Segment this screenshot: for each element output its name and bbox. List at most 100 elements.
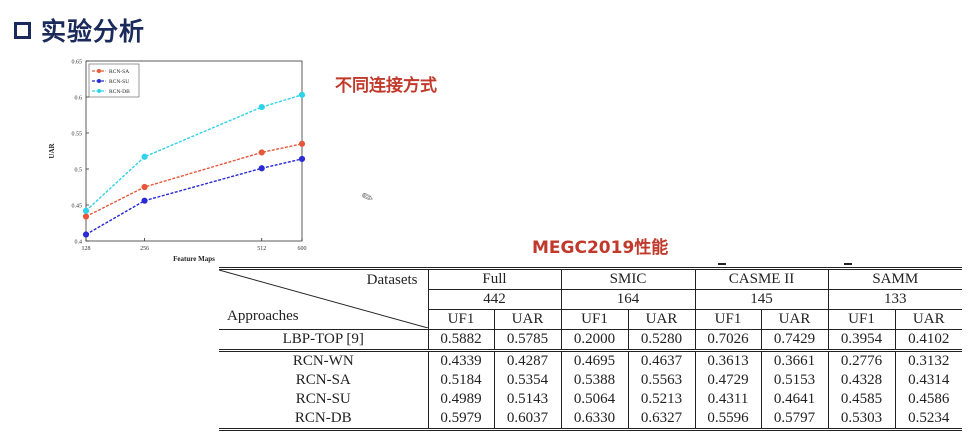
data-point-rcn-su	[82, 231, 90, 238]
metric-value: 0.5064	[560, 390, 628, 409]
data-point-rcn-db	[82, 207, 90, 214]
series-line-rcn-su	[85, 158, 303, 236]
group-count: 145	[694, 289, 828, 310]
metric-value: 0.5213	[627, 390, 695, 409]
metric-value: 0.2000	[560, 329, 628, 351]
metric-value: 0.5979	[427, 409, 494, 430]
y-tick-label: 0.5	[75, 168, 83, 174]
metric-value: 0.5234	[894, 409, 962, 430]
x-axis-label: Feature Maps	[173, 255, 215, 263]
metric-value: 0.4314	[894, 371, 962, 390]
metric-value: 0.5596	[694, 409, 761, 430]
data-point-rcn-su	[258, 165, 265, 172]
metric-value: 0.5153	[760, 371, 828, 390]
group-count: 133	[827, 289, 962, 310]
metric-value: 0.5354	[493, 371, 561, 390]
approach-name: RCN-SA	[295, 372, 351, 388]
metric-value: 0.4695	[560, 349, 628, 371]
y-tick-label: 0.65	[72, 60, 83, 66]
metric-value: 0.3661	[760, 349, 828, 371]
series-line-rcn-db	[85, 94, 303, 212]
results-table: Datasets Approaches Full SMIC CASME II S…	[219, 267, 962, 431]
metric-header: UAR	[493, 309, 561, 330]
metric-header: UAR	[627, 309, 695, 330]
title-bar: 实验分析	[14, 12, 145, 48]
metric-value: 0.5563	[627, 371, 695, 390]
data-point-rcn-su	[298, 155, 306, 163]
metric-value: 0.4989	[427, 390, 494, 409]
y-tick-label: 0.55	[72, 132, 83, 138]
table-row: RCN-SA 0.5184 0.5354 0.5388 0.5563 0.4729 0.51…	[219, 371, 962, 390]
table-dash	[844, 263, 852, 265]
metric-value: 0.4585	[827, 390, 895, 409]
group-header: SMIC	[560, 268, 695, 290]
metric-value: 0.5303	[827, 409, 895, 430]
metric-header: UF1	[827, 309, 895, 330]
metric-value: 0.3954	[827, 329, 895, 351]
metric-value: 0.5143	[493, 390, 561, 409]
approach-name: RCN-SU	[295, 391, 351, 407]
data-point-rcn-sa	[82, 213, 90, 220]
approach-name: LBP-TOP [9]	[219, 329, 428, 351]
plot-frame	[85, 60, 303, 242]
metric-value: 0.4637	[627, 349, 695, 371]
legend-marker	[97, 69, 101, 73]
metric-value: 0.3613	[694, 349, 761, 371]
metric-value: 0.4287	[493, 349, 561, 371]
x-tick-label: 512	[257, 246, 266, 252]
datasets-label: Datasets	[366, 272, 418, 288]
data-point-rcn-db	[298, 91, 306, 98]
metric-value: 0.5184	[427, 371, 494, 390]
approaches-label: Approaches	[227, 308, 299, 324]
data-point-rcn-sa	[258, 149, 265, 156]
results-table-wrap: Datasets Approaches Full SMIC CASME II S…	[219, 267, 962, 431]
legend-marker	[97, 79, 101, 83]
group-header: Full	[427, 268, 561, 290]
group-header: SAMM	[827, 268, 962, 290]
table-caption: MEGC2019性能	[532, 238, 669, 258]
x-tick-label: 600	[298, 246, 307, 252]
data-point-rcn-su	[141, 197, 148, 204]
data-point-rcn-sa	[298, 140, 306, 147]
legend-label: RCN-SU	[109, 79, 129, 85]
metric-value: 0.6327	[627, 409, 695, 430]
data-point-rcn-sa	[141, 183, 148, 191]
chart-svg: 0.4 0.45 0.5 0.55 0.6 0.65 128 256 512 600 Feature…	[48, 60, 307, 264]
table-row: RCN-SU 0.4989 0.5143 0.5064 0.5213 0.4311 0.46…	[219, 390, 962, 409]
pointer-icon: ✎	[359, 188, 377, 208]
metric-value: 0.5882	[427, 329, 494, 351]
x-tick-label: 256	[140, 246, 149, 252]
y-tick-label: 0.6	[75, 96, 83, 102]
data-point-rcn-db	[258, 103, 265, 111]
metric-value: 0.4641	[760, 390, 828, 409]
metric-value: 0.4339	[427, 349, 494, 371]
chart-caption: 不同连接方式	[335, 76, 437, 96]
metric-value: 0.4586	[894, 390, 962, 409]
table-dash	[718, 263, 726, 265]
metric-header: UAR	[894, 309, 962, 330]
diagonal-line	[219, 270, 428, 328]
metric-value: 0.5797	[760, 409, 828, 430]
metric-value: 0.4328	[827, 371, 895, 390]
metric-header: UF1	[694, 309, 761, 330]
metric-value: 0.4311	[694, 390, 761, 409]
diagonal-header-cell: Datasets Approaches	[219, 269, 428, 330]
group-count: 164	[560, 289, 695, 310]
metric-value: 0.4102	[894, 329, 962, 351]
metric-value: 0.2776	[827, 349, 895, 371]
metric-value: 0.5388	[560, 371, 628, 390]
table-row: RCN-WN 0.4339 0.4287 0.4695 0.4637 0.3613 0.36…	[219, 349, 962, 371]
metric-value: 0.5280	[627, 329, 695, 351]
legend-label: RCN-DB	[109, 89, 130, 95]
legend-marker	[97, 89, 101, 93]
table-row: LBP-TOP [9] 0.5882 0.5785 0.2000 0.5280 0.702…	[219, 329, 962, 351]
legend-label: RCN-SA	[109, 69, 129, 75]
metric-header: UAR	[760, 309, 828, 330]
metric-value: 0.6330	[560, 409, 628, 430]
metric-value: 0.7026	[694, 329, 761, 351]
x-tick-label: 128	[82, 246, 91, 252]
group-header: CASME II	[694, 268, 828, 290]
page-title: 实验分析	[41, 17, 146, 46]
metric-value: 0.4729	[694, 371, 761, 390]
metric-value: 0.6037	[493, 409, 561, 430]
